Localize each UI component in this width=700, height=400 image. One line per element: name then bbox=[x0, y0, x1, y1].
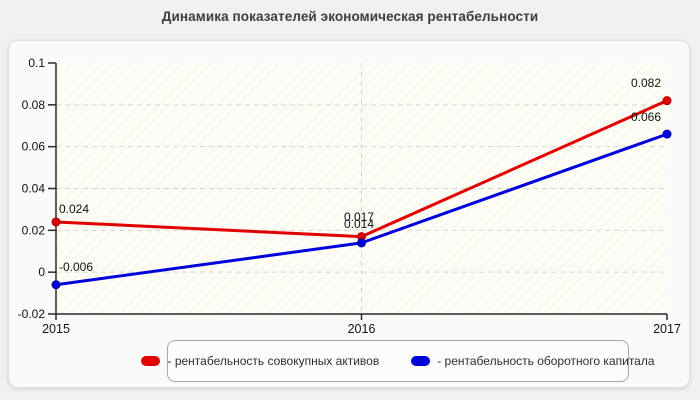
legend-label: - рентабельность оборотного капитала bbox=[437, 354, 655, 368]
y-tick-label: 0.1 bbox=[28, 56, 45, 70]
data-point bbox=[51, 217, 61, 227]
data-point bbox=[51, 280, 61, 290]
legend-item-working-capital: - рентабельность оборотного капитала bbox=[411, 354, 655, 368]
x-tick-label: 2017 bbox=[653, 322, 681, 336]
y-tick-label: -0.02 bbox=[18, 307, 46, 321]
point-label: 0.024 bbox=[59, 202, 89, 216]
chart-card: 0.1 0.08 0.06 0.04 0.02 0 -0.02 2015 2016 2017 0.0… bbox=[8, 40, 690, 388]
point-label: 0.066 bbox=[631, 110, 661, 124]
chart-title: Динамика показателей экономическая рента… bbox=[161, 9, 539, 24]
x-tick-label: 2015 bbox=[42, 322, 70, 336]
point-label: 0.014 bbox=[344, 217, 374, 231]
y-tick-label: 0.06 bbox=[22, 140, 46, 154]
legend-item-total-assets: - рентабельность совокупных активов bbox=[141, 354, 379, 368]
point-label: -0.006 bbox=[59, 260, 93, 274]
y-tick-label: 0.08 bbox=[22, 98, 46, 112]
y-tick-label: 0 bbox=[38, 265, 45, 279]
point-label: 0.017 bbox=[344, 210, 374, 224]
data-point bbox=[357, 238, 366, 248]
red-series-swatch-icon bbox=[141, 356, 161, 366]
blue-series-swatch-icon bbox=[411, 356, 431, 366]
y-tick-label: 0.02 bbox=[22, 223, 46, 237]
y-tick-label: 0.04 bbox=[22, 182, 46, 196]
x-tick-label: 2016 bbox=[348, 322, 376, 336]
data-point bbox=[662, 96, 672, 106]
point-label: 0.082 bbox=[631, 76, 661, 90]
legend-label: - рентабельность совокупных активов bbox=[167, 354, 380, 368]
legend-box: - рентабельность совокупных активов - ре… bbox=[141, 340, 655, 382]
data-point bbox=[662, 129, 672, 139]
